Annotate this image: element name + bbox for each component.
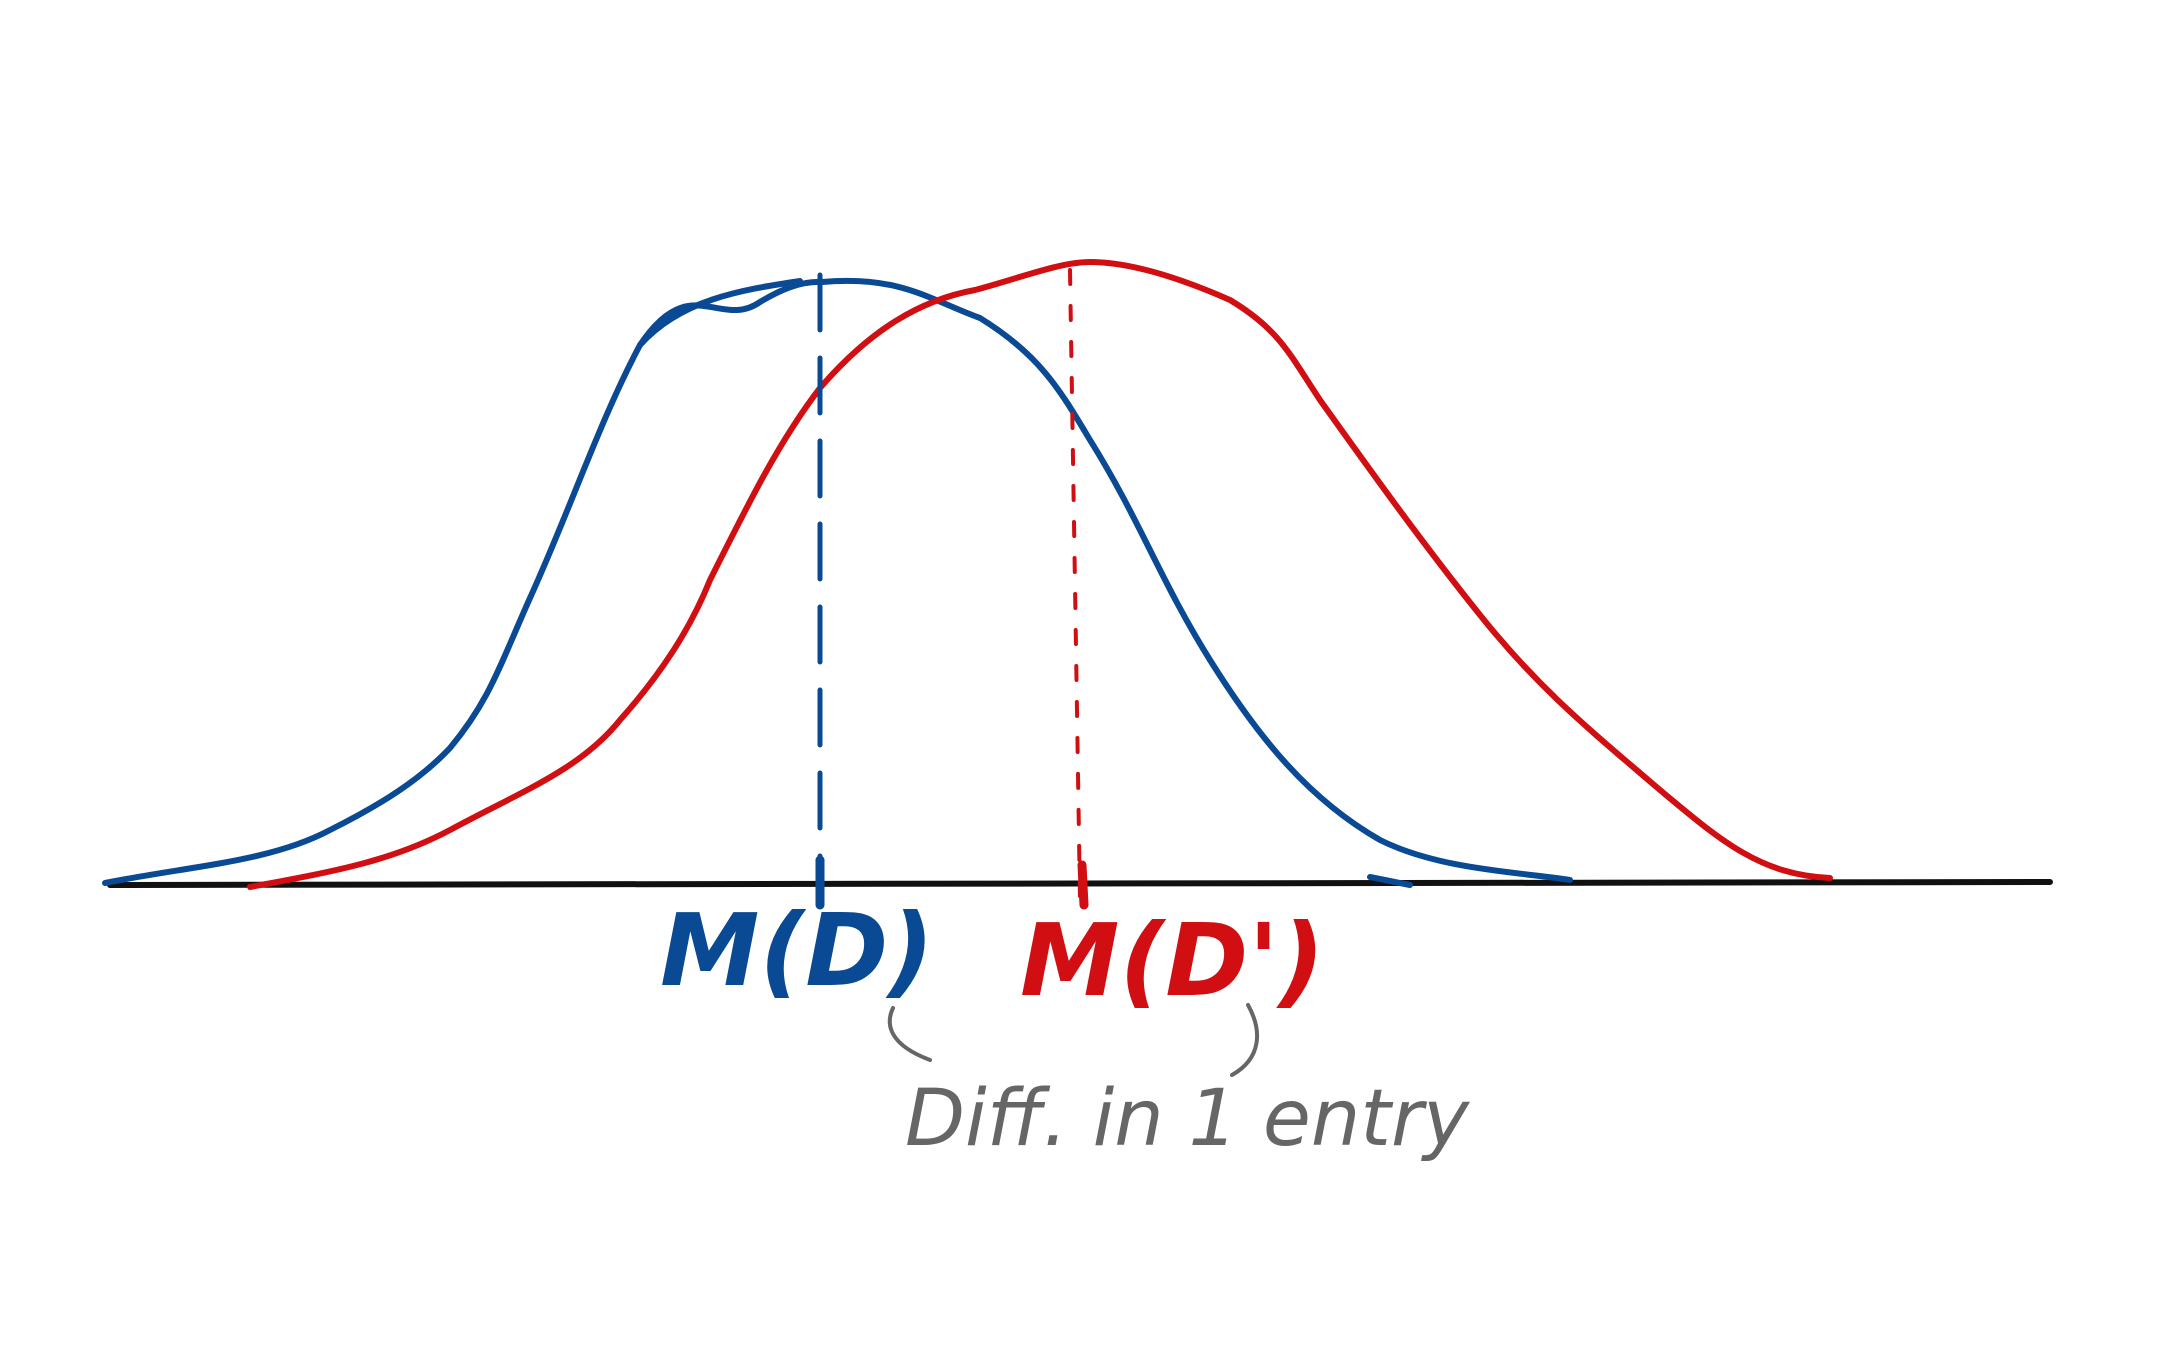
red-mean-dashed-line	[1068, 268, 1082, 902]
blue-curve-peak	[637, 278, 803, 348]
red-curve-label: M(D')	[1020, 902, 1325, 1019]
annotation-note: Diff. in 1 entry	[905, 1074, 1471, 1164]
annotation-right-brace	[1230, 1003, 1260, 1077]
blue-tail-mark	[1367, 874, 1413, 888]
blue-distribution-curve	[102, 277, 1573, 886]
blue-curve-label: M(D)	[660, 892, 934, 1009]
annotation-left-brace	[887, 1006, 932, 1062]
red-distribution-curve	[247, 259, 1833, 890]
red-mean-axis-mark	[1077, 860, 1089, 910]
